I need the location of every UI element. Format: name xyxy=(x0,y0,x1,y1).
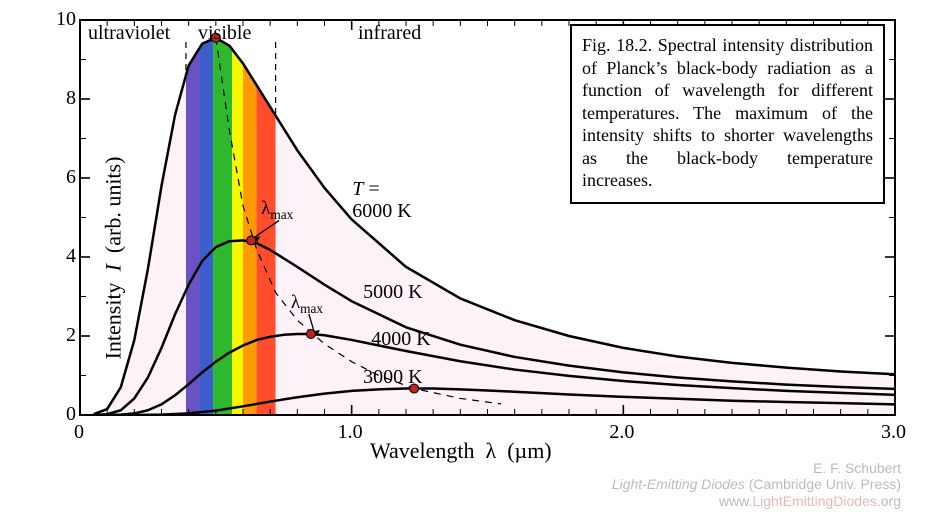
y-tick-4: 4 xyxy=(66,245,76,268)
attribution: E. F. Schubert Light-Emitting Diodes (Ca… xyxy=(612,460,901,510)
x-axis-label: Wavelength λ (µm) xyxy=(370,438,552,464)
x-tick-2.0: 2.0 xyxy=(609,421,634,444)
x-tick-3.0: 3.0 xyxy=(881,421,906,444)
region-visible: visible xyxy=(198,22,251,45)
attribution-book: Light-Emitting Diodes xyxy=(612,476,745,492)
temp-label-6000K: 6000 K xyxy=(352,200,411,223)
region-infrared: infrared xyxy=(358,22,421,45)
y-axis-label: Intensity I (arb. units) xyxy=(100,157,126,360)
y-tick-10: 10 xyxy=(56,8,76,31)
temp-label-5000K: 5000 K xyxy=(363,281,422,304)
lambda-max-label: λmax xyxy=(261,198,293,223)
temp-prefix: T = xyxy=(352,178,379,201)
y-tick-8: 8 xyxy=(66,87,76,110)
lambda-max-label: λmax xyxy=(291,292,323,317)
region-ultraviolet: ultraviolet xyxy=(88,22,170,45)
temp-label-4000K: 4000 K xyxy=(371,328,430,351)
x-tick-1.0: 1.0 xyxy=(338,421,363,444)
y-tick-2: 2 xyxy=(66,324,76,347)
blackbody-chart: Intensity I (arb. units) Wavelength λ (µ… xyxy=(0,0,925,516)
attribution-author: E. F. Schubert xyxy=(612,460,901,477)
figure-caption: Fig. 18.2. Spectral intensity distributi… xyxy=(570,24,885,204)
y-tick-6: 6 xyxy=(66,166,76,189)
temp-label-3000K: 3000 K xyxy=(363,366,422,389)
y-tick-0: 0 xyxy=(66,403,76,426)
